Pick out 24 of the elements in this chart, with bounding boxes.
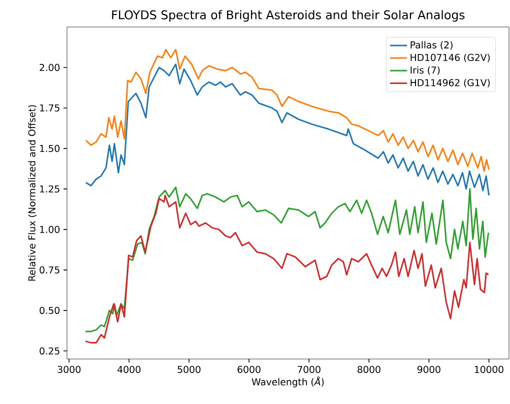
legend-label: Iris (7) <box>410 66 440 75</box>
x-tick-label: 8000 <box>358 366 380 374</box>
x-tick-label: 10000 <box>474 366 504 374</box>
x-axis-title: Wavelength (Å) <box>252 376 324 388</box>
y-tick-label: 0.25 <box>40 347 60 354</box>
y-tick-label: 1.00 <box>40 226 60 234</box>
legend-label: HD114962 (G1V) <box>410 78 490 88</box>
legend-label: HD107146 (G2V) <box>410 54 490 62</box>
chart-title: FLOYDS Spectra of Bright Asteroids and their Solar Analogs <box>112 10 464 22</box>
line-series <box>85 63 490 196</box>
y-axis-title: Relative Flux (Normalized and Offset) <box>28 105 37 281</box>
y-tick-label: 0.75 <box>40 266 60 274</box>
x-tick-label: 6000 <box>238 366 260 374</box>
x-tick-label: 9000 <box>417 366 440 374</box>
y-tick-label: 1.50 <box>40 144 60 152</box>
x-tick-label: 4000 <box>118 366 140 374</box>
legend-label: Pallas (2) <box>410 41 452 50</box>
y-tick-label: 1.25 <box>40 185 60 193</box>
y-tick-label: 2.00 <box>40 64 60 72</box>
x-tick-label: 5000 <box>178 366 200 374</box>
x-tick-label: 3000 <box>58 366 81 374</box>
y-tick-label: 1.75 <box>40 104 60 112</box>
y-tick-label: 0.50 <box>40 306 60 314</box>
x-tick-label: 7000 <box>298 366 320 374</box>
